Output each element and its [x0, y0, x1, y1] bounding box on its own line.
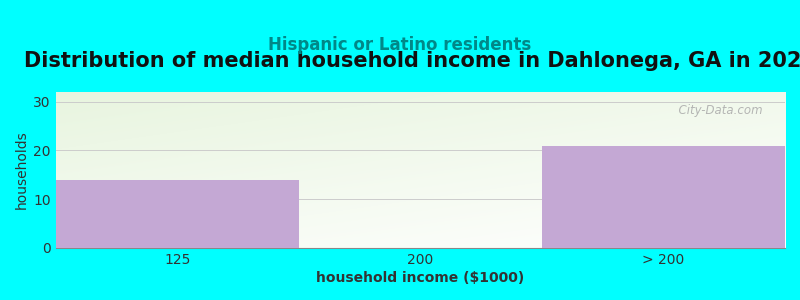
Text: Hispanic or Latino residents: Hispanic or Latino residents: [268, 36, 532, 54]
Bar: [542, 146, 785, 248]
Bar: [56, 180, 298, 248]
Title: Distribution of median household income in Dahlonega, GA in 2022: Distribution of median household income …: [24, 51, 800, 71]
X-axis label: household income ($1000): household income ($1000): [316, 271, 525, 285]
Text: City-Data.com: City-Data.com: [671, 104, 763, 118]
Y-axis label: households: households: [15, 130, 29, 209]
